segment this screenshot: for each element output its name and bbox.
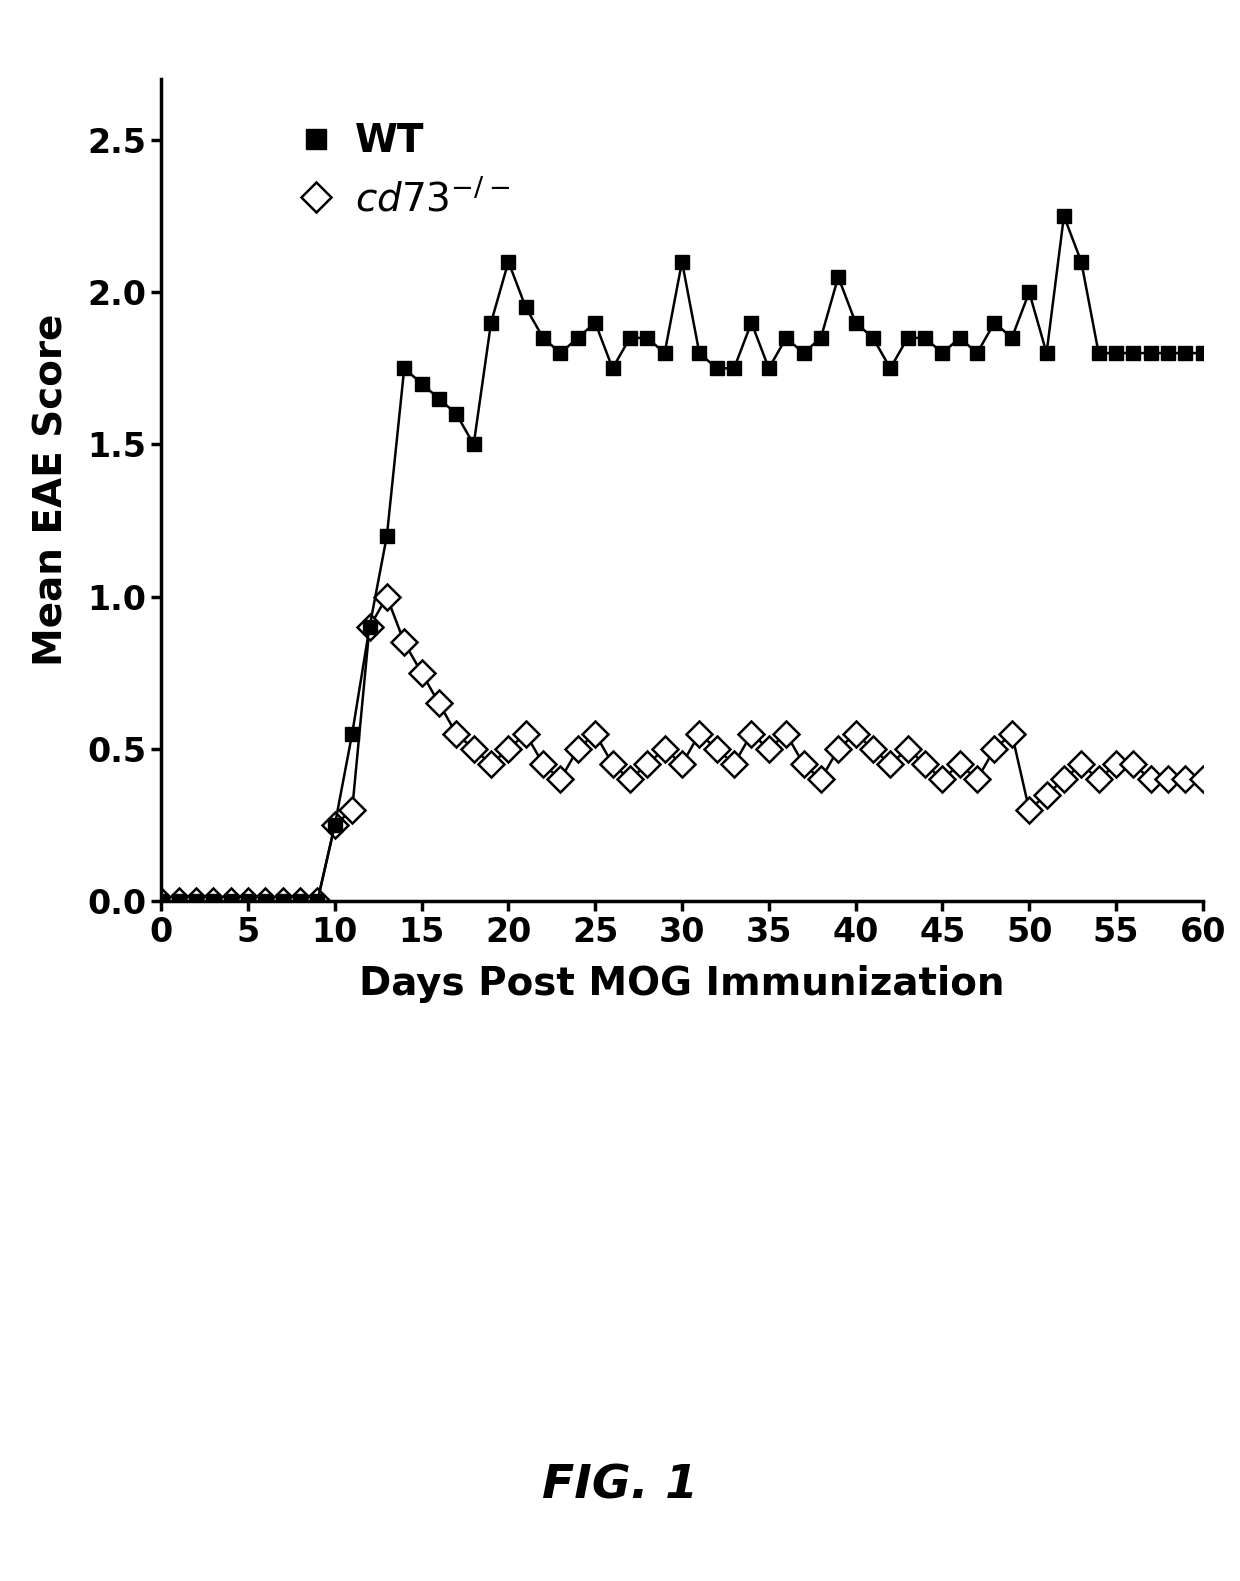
Legend: WT, $\it{cd73}^{-/-}$: WT, $\it{cd73}^{-/-}$ <box>285 106 526 234</box>
X-axis label: Days Post MOG Immunization: Days Post MOG Immunization <box>360 966 1004 1004</box>
Text: FIG. 1: FIG. 1 <box>542 1464 698 1508</box>
Y-axis label: Mean EAE Score: Mean EAE Score <box>32 315 71 666</box>
